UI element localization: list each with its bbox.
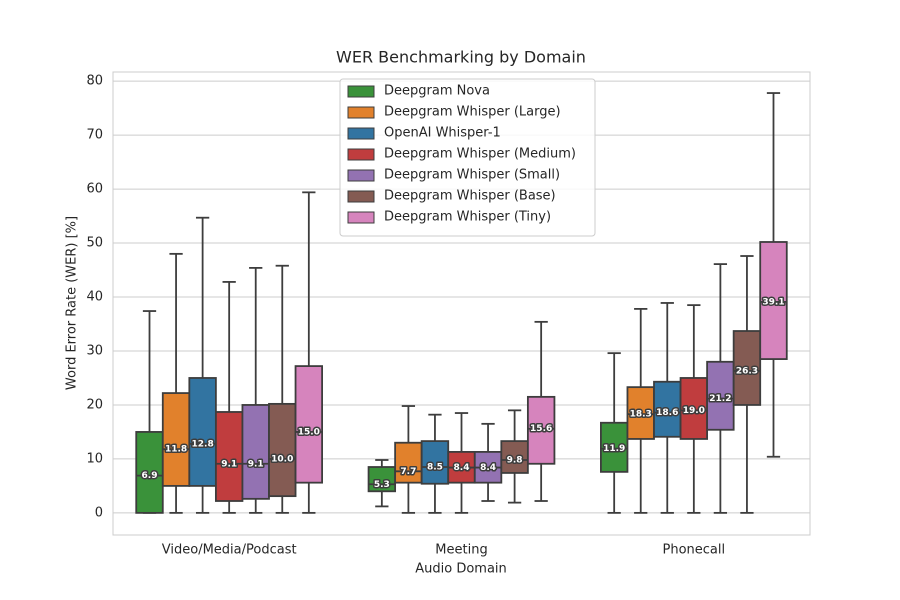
median-label: 8.4 (454, 463, 470, 473)
median-label: 15.6 (530, 424, 552, 434)
median-label: 11.8 (165, 445, 187, 455)
median-label: 39.1 (762, 297, 784, 307)
legend-label: Deepgram Whisper (Medium) (384, 147, 576, 162)
median-label: 9.8 (507, 455, 523, 465)
median-label: 9.1 (221, 459, 237, 469)
y-axis-label: Word Error Rate (WER) [%] (65, 216, 80, 390)
box (500, 440, 529, 474)
x-axis-label: Audio Domain (415, 562, 507, 577)
median-label: 5.3 (374, 480, 390, 490)
median-label: 21.2 (709, 394, 731, 404)
y-tick-label: 40 (86, 290, 103, 305)
median-label: 18.3 (630, 410, 652, 420)
box (394, 441, 423, 484)
median-label: 18.6 (656, 408, 678, 418)
legend-swatch (347, 211, 375, 224)
median-label: 11.9 (603, 444, 625, 454)
median-label: 12.8 (192, 439, 214, 449)
legend-swatch (347, 127, 375, 140)
legend-label: Deepgram Whisper (Small) (384, 168, 560, 183)
legend-swatch (347, 85, 375, 98)
box (135, 431, 164, 514)
box (526, 395, 556, 465)
box (214, 411, 244, 502)
x-tick-label: Video/Media/Podcast (162, 543, 297, 558)
legend-label: Deepgram Whisper (Large) (384, 105, 561, 120)
y-tick-label: 60 (86, 182, 103, 197)
y-tick-label: 20 (86, 397, 103, 412)
median-label: 15.0 (298, 427, 320, 437)
box (294, 365, 323, 484)
legend-swatch (347, 169, 375, 182)
box (600, 421, 629, 473)
box (241, 404, 270, 500)
y-tick-label: 70 (86, 128, 103, 143)
legend-label: Deepgram Nova (384, 84, 490, 99)
x-tick-label: Meeting (435, 543, 487, 558)
median-label: 8.5 (427, 463, 443, 473)
y-tick-label: 0 (95, 505, 103, 520)
y-tick-label: 10 (86, 451, 103, 466)
legend-swatch (347, 148, 375, 161)
x-tick-label: Phonecall (663, 543, 726, 558)
box (268, 402, 297, 498)
box (732, 330, 762, 406)
median-label: 26.3 (736, 366, 758, 376)
legend-label: Deepgram Whisper (Tiny) (384, 210, 551, 225)
legend-box (339, 78, 596, 237)
y-tick-label: 30 (86, 343, 103, 358)
legend-label: Deepgram Whisper (Base) (384, 189, 556, 204)
median-label: 9.1 (248, 459, 264, 469)
legend-swatch (347, 106, 375, 119)
legend-label: OpenAI Whisper-1 (384, 126, 501, 141)
median-label: 7.7 (400, 467, 416, 477)
y-tick-label: 50 (86, 236, 103, 251)
y-tick-label: 80 (86, 74, 103, 89)
box (706, 360, 735, 431)
box (759, 241, 788, 360)
median-label: 19.0 (683, 406, 705, 416)
box (367, 466, 397, 493)
box (161, 392, 191, 487)
median-label: 10.0 (271, 454, 293, 464)
legend-swatch (347, 190, 375, 203)
chart-title: WER Benchmarking by Domain (336, 48, 586, 67)
median-label: 6.9 (142, 471, 158, 481)
box (188, 377, 217, 487)
median-label: 8.4 (480, 463, 496, 473)
